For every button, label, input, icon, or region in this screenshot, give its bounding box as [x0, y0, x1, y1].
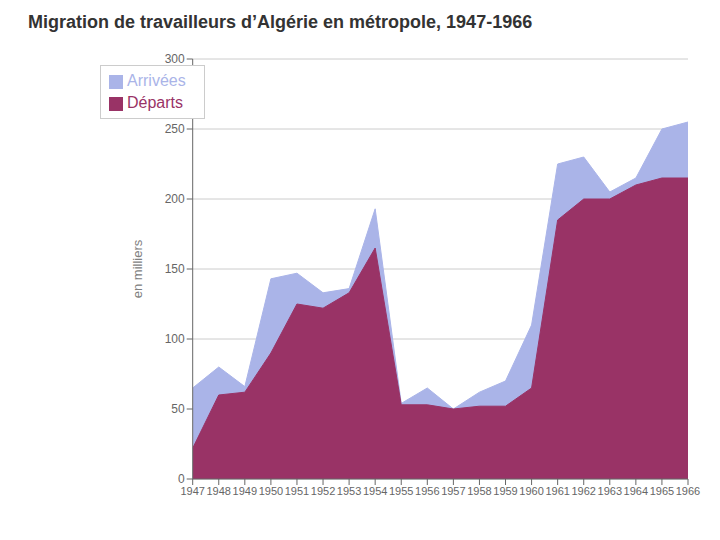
svg-text:1950: 1950 — [259, 485, 283, 497]
svg-text:1949: 1949 — [233, 485, 257, 497]
svg-text:1953: 1953 — [337, 485, 361, 497]
svg-text:1966: 1966 — [676, 485, 700, 497]
svg-text:0: 0 — [178, 472, 185, 486]
svg-text:1964: 1964 — [624, 485, 648, 497]
svg-text:300: 300 — [165, 52, 185, 66]
svg-text:1955: 1955 — [389, 485, 413, 497]
svg-text:1957: 1957 — [441, 485, 465, 497]
html-text:Migration de travailleurs d’Al: Migration de travailleurs d’Algérie en m… — [28, 12, 533, 32]
svg-text:1954: 1954 — [363, 485, 387, 497]
svg-text:1947: 1947 — [180, 485, 204, 497]
svg-text:200: 200 — [165, 192, 185, 206]
svg-text:250: 250 — [165, 122, 185, 136]
svg-text:100: 100 — [165, 332, 185, 346]
html-text:Départs: Départs — [127, 94, 183, 111]
svg-text:en milliers: en milliers — [130, 239, 145, 298]
svg-text:50: 50 — [171, 402, 185, 416]
svg-text:1958: 1958 — [467, 485, 491, 497]
svg-text:1962: 1962 — [571, 485, 595, 497]
svg-text:1956: 1956 — [415, 485, 439, 497]
svg-text:1952: 1952 — [311, 485, 335, 497]
svg-text:1963: 1963 — [598, 485, 622, 497]
svg-text:1961: 1961 — [545, 485, 569, 497]
svg-text:1960: 1960 — [519, 485, 543, 497]
svg-text:150: 150 — [165, 262, 185, 276]
svg-text:1951: 1951 — [285, 485, 309, 497]
svg-text:1965: 1965 — [650, 485, 674, 497]
svg-text:1959: 1959 — [493, 485, 517, 497]
html-text:Arrivées: Arrivées — [127, 72, 186, 89]
svg-text:1948: 1948 — [207, 485, 231, 497]
